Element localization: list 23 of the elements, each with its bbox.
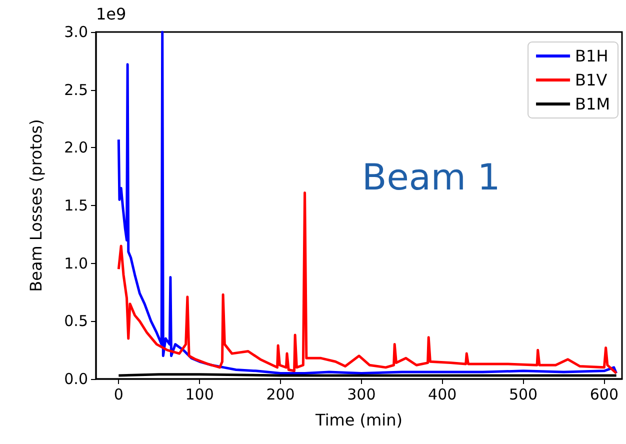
line-series <box>117 192 618 374</box>
x-tick-label: 600 <box>590 386 619 404</box>
legend-label: B1M <box>575 94 610 114</box>
x-tick-label: 200 <box>266 386 295 404</box>
x-tick-label: 100 <box>185 386 214 404</box>
y-tick-label: 0.5 <box>64 312 88 330</box>
y-tick-label: 0.0 <box>64 370 88 388</box>
y-tick-label: 2.5 <box>64 80 88 99</box>
x-tick-label: 300 <box>347 386 376 404</box>
y-tick-label: 1.0 <box>64 254 88 272</box>
line-series <box>117 30 618 374</box>
annotation: Beam 1 <box>362 158 500 198</box>
x-tick-label: 500 <box>508 386 538 404</box>
legend-label: B1H <box>575 46 608 66</box>
text: 1e9 <box>96 4 126 24</box>
y-tick-label: 1.5 <box>64 196 88 214</box>
x-tick-label: 400 <box>428 386 457 404</box>
legend-label: B1V <box>575 70 608 90</box>
x-axis-title: Time (min) <box>314 410 402 430</box>
y-tick-label: 3.0 <box>64 23 88 41</box>
y-axis-title: Beam Losses (protos) <box>26 119 46 292</box>
x-tick-label: 0 <box>114 386 124 404</box>
y-tick-label: 2.0 <box>64 138 88 157</box>
